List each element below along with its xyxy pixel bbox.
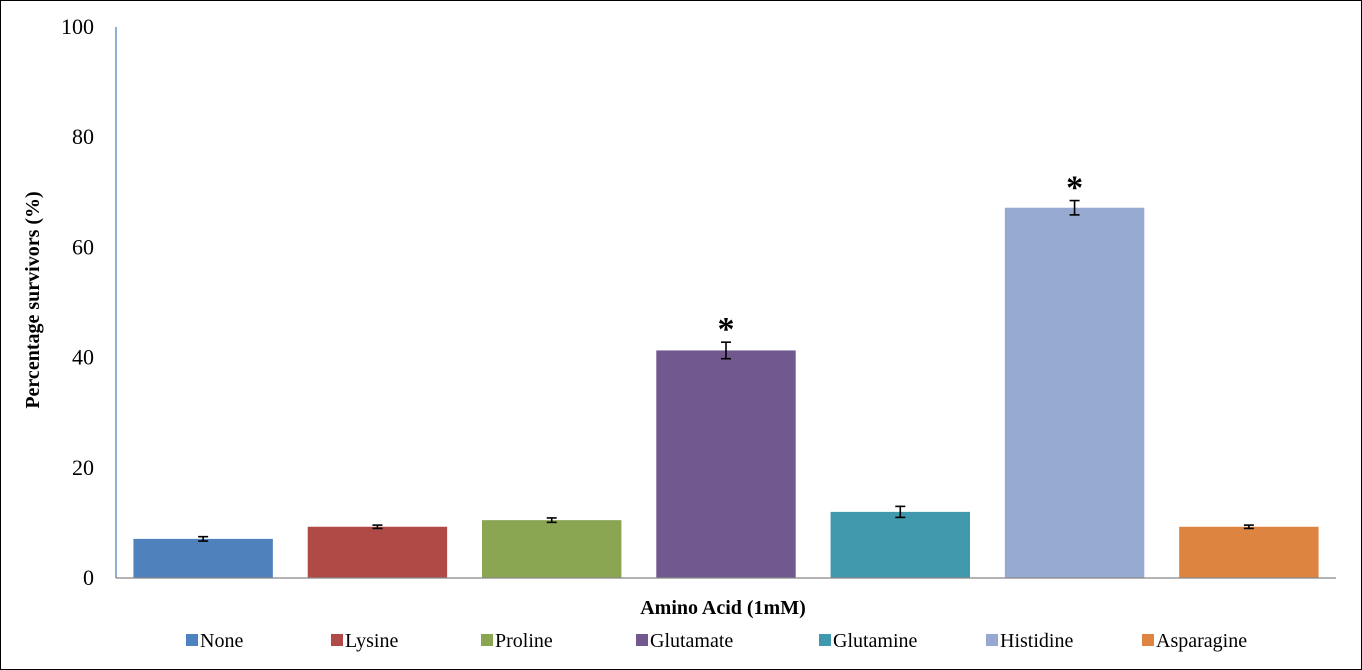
error-bar xyxy=(895,505,906,519)
legend-swatch xyxy=(331,634,343,646)
bar-none xyxy=(133,538,273,578)
y-axis: 0 20 40 60 80 100 xyxy=(61,14,117,590)
error-bar xyxy=(1069,199,1080,216)
x-axis-title: Amino Acid (1mM) xyxy=(640,597,806,619)
legend-swatch xyxy=(819,634,831,646)
y-tick-label: 60 xyxy=(72,234,94,259)
legend-swatch xyxy=(186,634,198,646)
legend-label: Histidine xyxy=(1000,630,1073,652)
bars: ** xyxy=(133,170,1319,578)
legend: None Lysine Proline Glutamate Glutamine Histi… xyxy=(186,630,1247,652)
error-bar xyxy=(721,341,731,360)
bar-histidine xyxy=(1004,207,1145,578)
legend-label: Asparagine xyxy=(1156,630,1247,652)
bar-glutamine xyxy=(830,511,970,578)
legend-label: Glutamine xyxy=(833,630,918,652)
y-tick-label: 0 xyxy=(83,565,94,590)
error-bar xyxy=(372,524,383,530)
y-tick-label: 100 xyxy=(61,14,94,39)
error-bar xyxy=(546,517,557,524)
legend-swatch xyxy=(481,634,493,646)
legend-label: Proline xyxy=(495,630,553,652)
legend-swatch xyxy=(636,634,648,646)
bar-asparagine xyxy=(1179,526,1319,578)
legend-swatch xyxy=(986,634,998,646)
bar-proline xyxy=(482,520,622,578)
legend-label: Lysine xyxy=(345,630,398,652)
legend-swatch xyxy=(1142,634,1154,646)
significance-marker: * xyxy=(1066,170,1083,207)
legend-label: None xyxy=(200,630,243,652)
error-bar xyxy=(1243,524,1254,530)
y-tick-label: 80 xyxy=(72,124,94,149)
error-bar xyxy=(198,535,209,542)
y-axis-title: Percentage survivors (%) xyxy=(22,191,44,408)
bar-glutamate xyxy=(656,350,796,578)
legend-label: Glutamate xyxy=(650,630,733,652)
bar-lysine xyxy=(307,526,448,578)
y-tick-label: 20 xyxy=(72,455,94,480)
significance-marker: * xyxy=(718,311,735,348)
y-tick-label: 40 xyxy=(72,345,94,370)
